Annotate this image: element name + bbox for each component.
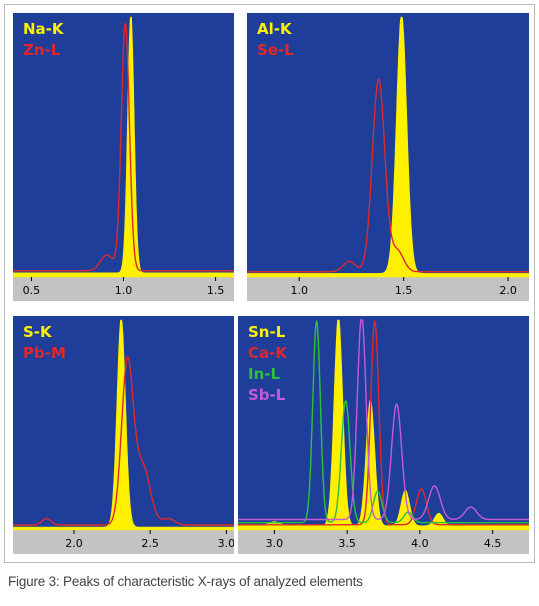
plot-area <box>247 13 529 277</box>
x-tick-label: 3.0 <box>218 537 234 550</box>
legend-pb-m: Pb-M <box>23 344 66 362</box>
spectrum-panel-3: 2.0 2.5 3.0 S-K Pb-M <box>13 316 234 554</box>
x-axis-strip <box>13 530 234 554</box>
series-s-k-area <box>13 319 234 531</box>
x-tick-label: 1.5 <box>207 284 225 297</box>
series-na-k-area <box>13 16 234 278</box>
x-tick-label: 1.0 <box>290 284 308 297</box>
legend-s-k: S-K <box>23 323 53 341</box>
x-tick-label: 2.5 <box>141 537 159 550</box>
spectrum-panel-1: 0.5 1.0 1.5 Na-K Zn-L <box>13 13 234 301</box>
x-tick-label: 2.0 <box>499 284 516 297</box>
legend-na-k: Na-K <box>23 20 65 38</box>
legend-zn-l: Zn-L <box>23 41 61 59</box>
x-tick-label: 1.0 <box>115 284 133 297</box>
x-tick-label: 2.0 <box>65 537 83 550</box>
x-tick-label: 0.5 <box>23 284 41 297</box>
spectrum-panel-4: 3.0 3.5 4.0 4.5 Sn-L Ca-K In-L Sb-L <box>238 316 529 554</box>
x-tick-label: 3.0 <box>266 537 284 550</box>
legend-ca-k: Ca-K <box>248 344 288 362</box>
series-sb-l-line <box>238 319 529 521</box>
series-se-l-line <box>247 78 529 273</box>
legend-sb-l: Sb-L <box>248 386 286 404</box>
series-zn-l-line <box>13 22 234 272</box>
series-ca-k-line <box>238 320 529 526</box>
spectrum-panel-2: 1.0 1.5 2.0 Al-K Se-L <box>247 13 529 301</box>
x-axis-strip <box>247 277 529 301</box>
legend-sn-l: Sn-L <box>248 323 286 341</box>
x-tick-label: 4.0 <box>411 537 429 550</box>
legend-in-l: In-L <box>248 365 280 383</box>
x-axis-strip <box>238 530 529 554</box>
x-tick-label: 3.5 <box>338 537 356 550</box>
figure-caption: Figure 3: Peaks of characteristic X-rays… <box>8 574 363 589</box>
legend-al-k: Al-K <box>257 20 293 38</box>
legend-se-l: Se-L <box>257 41 294 59</box>
x-tick-label: 1.5 <box>395 284 413 297</box>
x-tick-label: 4.5 <box>484 537 502 550</box>
series-pb-m-line <box>13 356 234 526</box>
series-al-k-area <box>247 16 529 278</box>
plot-area <box>238 316 529 530</box>
series-in-l-line <box>238 320 529 524</box>
